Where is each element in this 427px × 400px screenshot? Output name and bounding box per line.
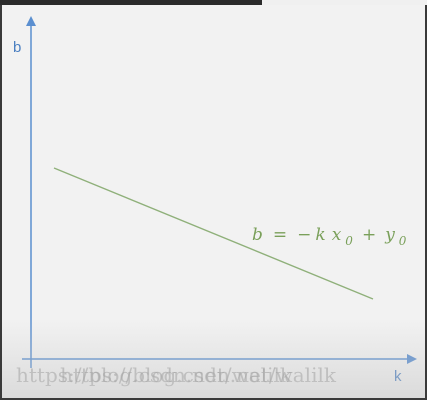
equation-plus: +	[362, 225, 376, 245]
equation-y-subscript: 0	[399, 234, 407, 248]
equation-lhs: b	[252, 225, 263, 245]
equation-x: x	[332, 225, 342, 245]
equation-x-subscript: 0	[345, 234, 353, 248]
line-equation: b = − k x 0 + y 0	[252, 225, 407, 249]
x-axis-label: k	[394, 368, 402, 385]
watermark-secondary: https://blog.csdn.net/walilk	[60, 363, 337, 387]
window-top-bar	[0, 0, 262, 5]
equation-k: k	[315, 225, 325, 245]
equation-equals: =	[273, 225, 287, 245]
equation-minus: −	[297, 225, 311, 245]
equation-y: y	[384, 225, 395, 245]
y-axis-label: b	[13, 39, 21, 56]
parameter-line	[53, 167, 374, 300]
window-top-bar-right	[262, 0, 427, 5]
